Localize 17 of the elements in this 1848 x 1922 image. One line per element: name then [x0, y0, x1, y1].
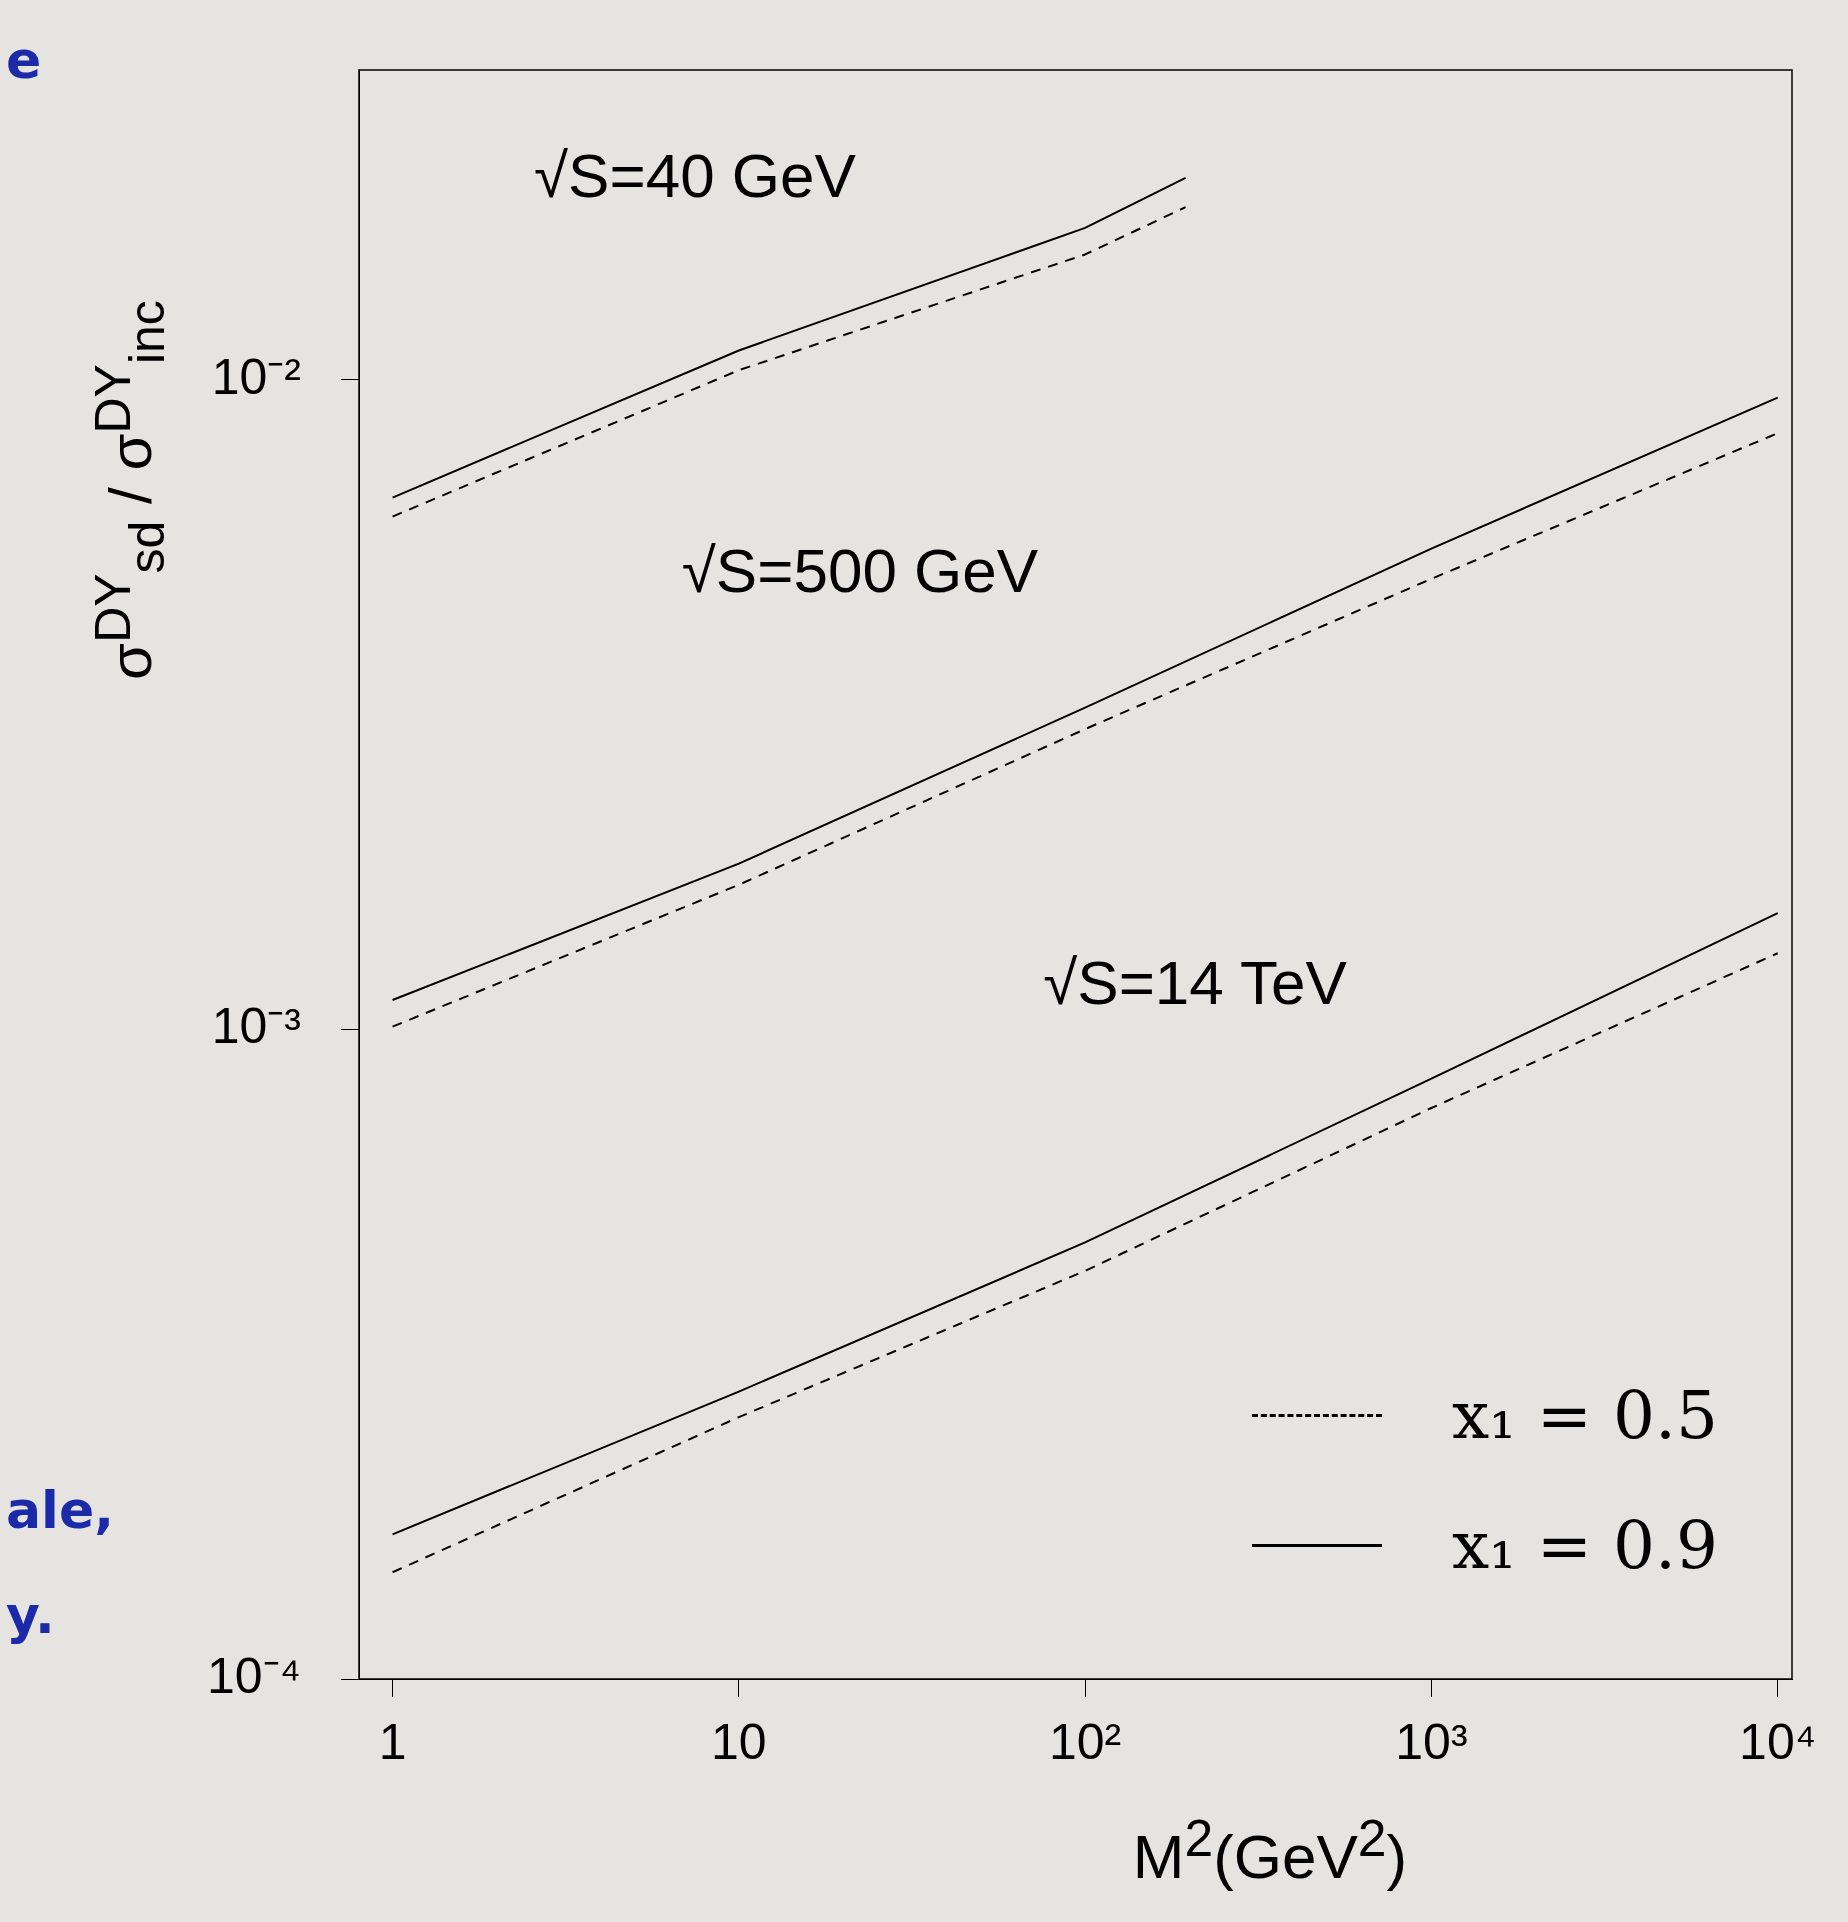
x-axis-title: M$^{2}$(GeV$^{2}$) [1132, 1808, 1408, 1892]
annotation: √S=14 TeV [1043, 946, 1347, 1018]
legend-label: x₁ = 0.5 [1452, 1376, 1718, 1454]
text: y. [6, 1585, 55, 1645]
x-tick-label: 10³ [1395, 1713, 1468, 1770]
x-tick-label: 10² [1048, 1713, 1122, 1770]
y-tick-label: 10⁻² [211, 348, 301, 405]
x-tick-label: 1 [378, 1713, 407, 1770]
text: ale, [6, 1480, 114, 1540]
x-tick-label: 10⁴ [1739, 1713, 1817, 1770]
x-tick-label: 10 [711, 1713, 767, 1770]
text: e [6, 30, 42, 90]
y-tick-label: 10⁻⁴ [206, 1647, 301, 1704]
annotation: √S=500 GeV [681, 534, 1039, 606]
legend-label: x₁ = 0.9 [1452, 1506, 1718, 1584]
annotation: √S=40 GeV [534, 139, 856, 211]
y-tick-label: 10⁻³ [211, 998, 301, 1055]
